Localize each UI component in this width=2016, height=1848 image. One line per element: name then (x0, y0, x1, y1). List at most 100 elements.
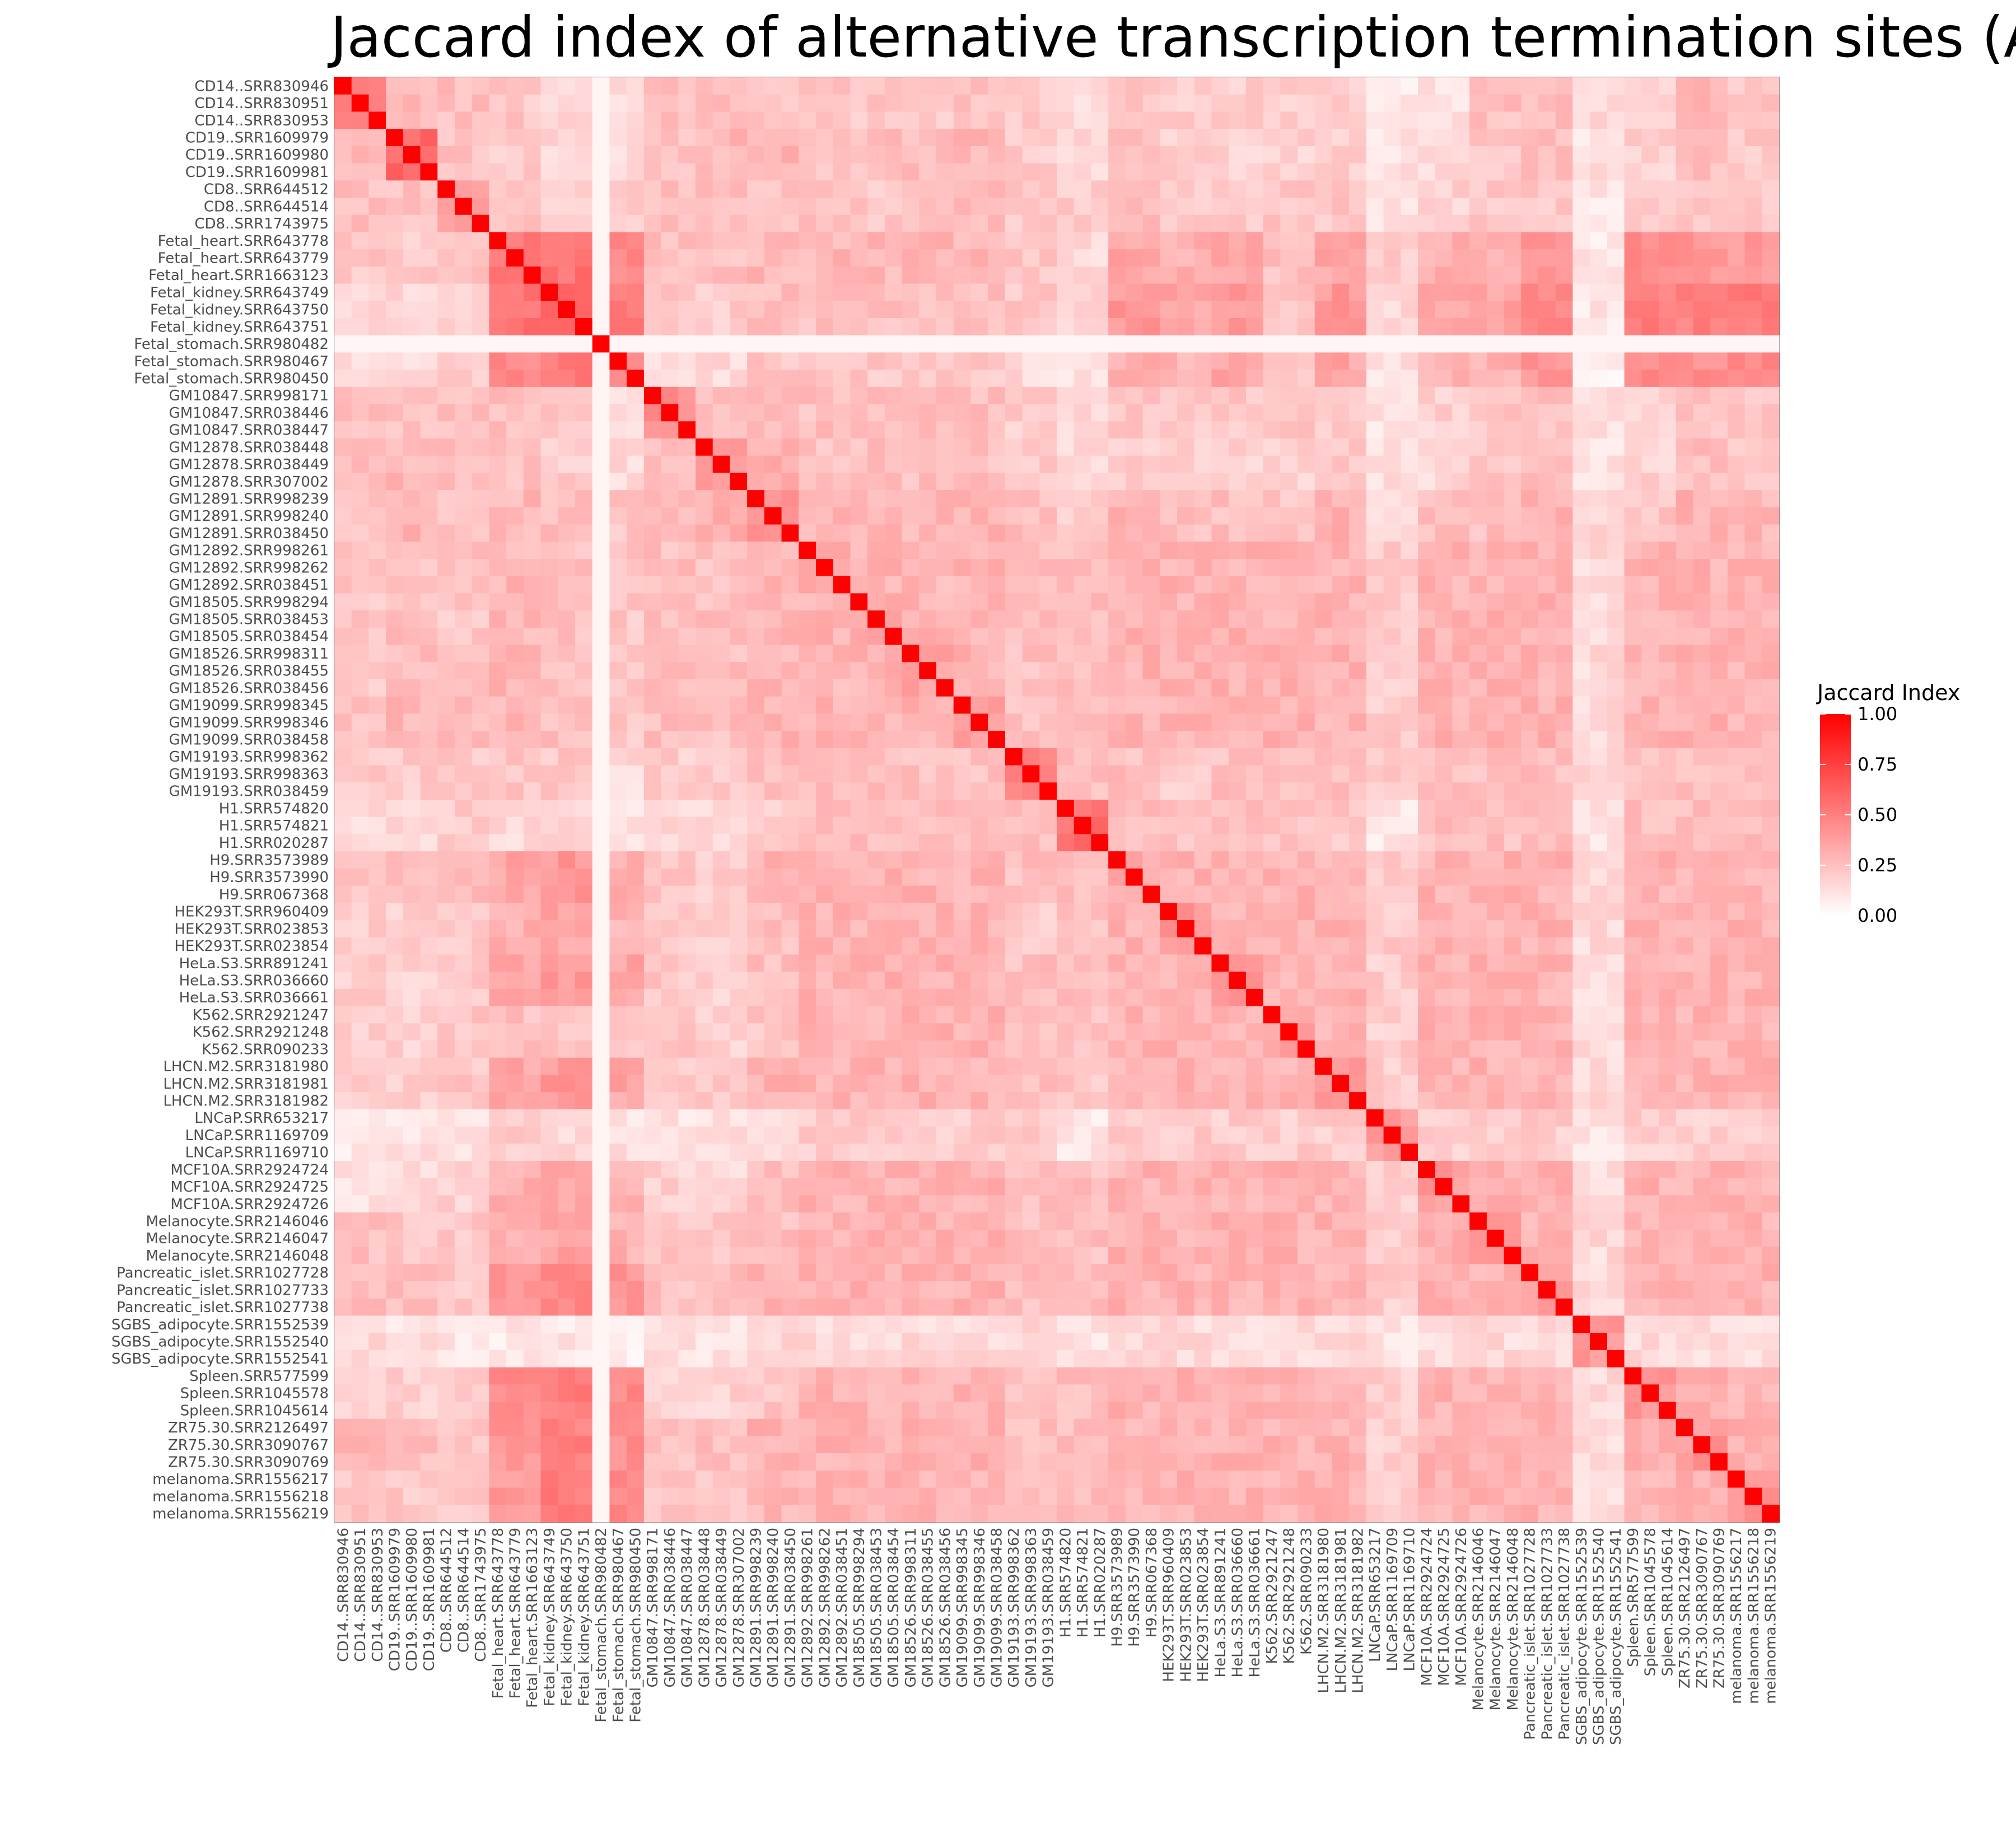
heatmap-cell (1469, 576, 1487, 594)
heatmap-cell (1022, 972, 1040, 990)
heatmap-cell (1435, 524, 1453, 542)
heatmap-cell (799, 214, 816, 233)
heatmap-cell (936, 696, 954, 715)
heatmap-cell (489, 249, 507, 267)
heatmap-cell (696, 988, 713, 1007)
heatmap-cell (489, 731, 507, 749)
heatmap-cell (592, 542, 610, 559)
heatmap-cell (1332, 198, 1350, 216)
heatmap-cell (1263, 731, 1281, 749)
heatmap-cell (609, 731, 627, 749)
heatmap-cell (1521, 800, 1539, 818)
heatmap-cell (781, 473, 799, 491)
heatmap-cell (1504, 713, 1522, 731)
heatmap-cell (489, 972, 507, 990)
heatmap-cell (455, 988, 473, 1007)
heatmap-cell (1091, 163, 1109, 181)
heatmap-cell (850, 576, 868, 594)
heatmap-cell (816, 111, 834, 129)
heatmap-cell (1383, 696, 1401, 715)
heatmap-cell (1538, 816, 1556, 835)
heatmap-cell (1314, 318, 1333, 336)
heatmap-cell (1091, 490, 1109, 508)
heatmap-cell (1418, 593, 1436, 611)
heatmap-cell (781, 782, 799, 800)
heatmap-cell (988, 1040, 1006, 1058)
heatmap-cell (506, 198, 524, 216)
heatmap-cell (816, 129, 834, 147)
heatmap-cell (1194, 404, 1212, 422)
heatmap-cell (833, 559, 851, 577)
heatmap-cell (799, 988, 816, 1007)
heatmap-cell (1005, 816, 1023, 835)
heatmap-cell (1211, 77, 1229, 95)
heatmap-cell (1211, 885, 1229, 903)
heatmap-cell (1693, 1040, 1711, 1058)
heatmap-cell (1332, 404, 1350, 422)
heatmap-cell (696, 662, 713, 680)
heatmap-cell (1693, 627, 1711, 646)
heatmap-cell (764, 524, 782, 542)
heatmap-cell (764, 370, 782, 388)
heatmap-cell (696, 954, 713, 972)
heatmap-cell (850, 404, 868, 422)
heatmap-cell (1332, 232, 1350, 250)
heatmap-cell (953, 885, 972, 903)
heatmap-cell (850, 455, 868, 474)
heatmap-cell (1022, 180, 1040, 198)
heatmap-cell (936, 645, 954, 662)
heatmap-cell (1211, 800, 1229, 818)
heatmap-cell (816, 1057, 834, 1076)
heatmap-cell (368, 920, 386, 938)
heatmap-cell (816, 438, 834, 456)
heatmap-cell (643, 473, 662, 491)
heatmap-cell (833, 163, 851, 181)
heatmap-cell (1383, 301, 1401, 319)
heatmap-cell (884, 370, 903, 388)
heatmap-cell (781, 610, 799, 628)
heatmap-cell (712, 559, 731, 577)
heatmap-cell (1108, 94, 1126, 113)
heatmap-cell (627, 1075, 645, 1093)
heatmap-cell (678, 1057, 696, 1076)
heatmap-cell (1538, 1040, 1556, 1058)
heatmap-cell (1057, 645, 1075, 662)
heatmap-cell (1555, 834, 1574, 852)
heatmap-cell (781, 885, 799, 903)
heatmap-cell (1641, 765, 1659, 783)
heatmap-cell (1142, 249, 1160, 267)
heatmap-cell (1142, 662, 1160, 680)
heatmap-cell (386, 129, 404, 147)
heatmap-cell (1229, 129, 1247, 147)
heatmap-cell (661, 645, 679, 662)
heatmap-cell (936, 404, 954, 422)
heatmap-cell (1039, 370, 1057, 388)
heatmap-cell (1245, 731, 1264, 749)
heatmap-cell (884, 232, 903, 250)
heatmap-cell (1486, 386, 1505, 405)
heatmap-cell (1693, 696, 1711, 715)
heatmap-cell (1435, 214, 1453, 233)
heatmap-cell (386, 163, 404, 181)
heatmap-cell (420, 198, 438, 216)
heatmap-cell (1383, 593, 1401, 611)
heatmap-cell (988, 972, 1006, 990)
heatmap-cell (523, 885, 542, 903)
heatmap-cell (1762, 988, 1780, 1007)
heatmap-cell (609, 301, 627, 319)
heatmap-cell (1727, 696, 1746, 715)
heatmap-cell (1057, 800, 1075, 818)
heatmap-cell (1693, 404, 1711, 422)
heatmap-cell (1435, 129, 1453, 147)
heatmap-cell (1435, 679, 1453, 697)
heatmap-cell (678, 335, 696, 353)
heatmap-cell (609, 1023, 627, 1041)
heatmap-cell (712, 903, 731, 921)
heatmap-cell (1005, 851, 1023, 869)
heatmap-cell (643, 214, 662, 233)
heatmap-cell (1211, 438, 1229, 456)
heatmap-cell (489, 77, 507, 95)
heatmap-cell (472, 696, 490, 715)
heatmap-cell (1401, 576, 1418, 594)
heatmap-cell (1314, 937, 1333, 955)
